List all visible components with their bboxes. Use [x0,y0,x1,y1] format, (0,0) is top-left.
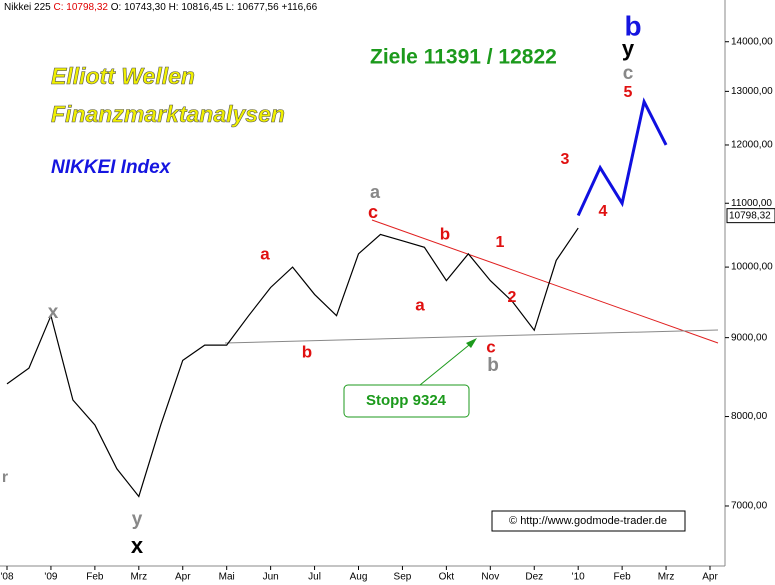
x-tick-label: Mrz [658,572,675,583]
x-tick-label: Sep [394,572,412,583]
x-tick-label: Mai [219,572,235,583]
header-close: C: 10798,32 [53,2,108,13]
y-tick-label: 7000,00 [731,501,768,512]
stop-arrow [419,340,475,386]
title-line-2: Finanzmarktanalysen [51,101,285,127]
wave-label: b [624,10,641,41]
wave-label: 5 [624,84,633,101]
x-tick-label: Okt [439,572,455,583]
wave-label: y [622,36,635,61]
x-tick-label: Dez [525,572,543,583]
wave-label: c [623,63,634,84]
last-price-label: 10798,32 [729,210,771,221]
wave-label: b [487,355,499,376]
wave-label: 2 [508,289,517,306]
x-tick-label: Jun [263,572,279,583]
wave-label: c [486,337,495,356]
last-price-box [726,208,775,224]
y-tick-label: 10000,00 [731,262,773,273]
y-tick-label: 14000,00 [731,36,773,47]
wave-label: b [440,224,450,243]
x-tick-label: '08 [0,572,13,583]
stop-label: Stopp 9324 [366,392,447,409]
title-line-1: Elliott Wellen [51,63,195,89]
support-line [224,329,719,344]
y-tick-label: 8000,00 [731,411,768,422]
wave-label: a [415,295,425,314]
header: Nikkei 225 C: 10798,32 O: 10743,30 H: 10… [4,2,318,13]
y-tick-label: 9000,00 [731,332,768,343]
target-title: Ziele 11391 / 12822 [370,46,557,69]
header-name: Nikkei 225 [4,2,51,13]
projection-line [576,97,668,217]
y-tick-label: 11000,00 [731,198,772,209]
wave-label: 3 [561,151,570,168]
wave-label: r [2,469,8,486]
y-tick-label: 12000,00 [731,140,773,151]
wave-label: a [370,182,381,202]
x-tick-label: Apr [175,572,191,583]
wave-label: x [131,533,144,558]
wave-label: a [260,244,270,263]
wave-label: c [368,202,378,222]
copyright-box [491,510,686,532]
wave-label: y [132,509,143,530]
y-tick-label: 13000,00 [731,86,773,97]
stop-box [343,384,470,418]
x-tick-label: Apr [702,572,718,583]
index-title: NIKKEI Index [51,157,172,178]
price-line [6,227,579,498]
x-tick-label: Feb [614,572,632,583]
wave-label: 4 [599,203,608,220]
x-tick-label: Feb [86,572,104,583]
wave-label: 1 [496,234,505,251]
x-tick-label: Nov [481,572,499,583]
resistance-line [371,219,719,344]
wave-label: x [48,302,59,323]
copyright: © http://www.godmode-trader.de [509,515,667,527]
x-tick-label: Mrz [130,572,147,583]
stop-arrowhead [466,338,477,348]
x-tick-label: '10 [572,572,585,583]
x-tick-label: '09 [44,572,57,583]
header-rest: O: 10743,30 H: 10816,45 L: 10677,56 +116… [111,2,318,13]
x-tick-label: Aug [350,572,368,583]
x-tick-label: Jul [308,572,321,583]
wave-label: b [302,342,312,361]
